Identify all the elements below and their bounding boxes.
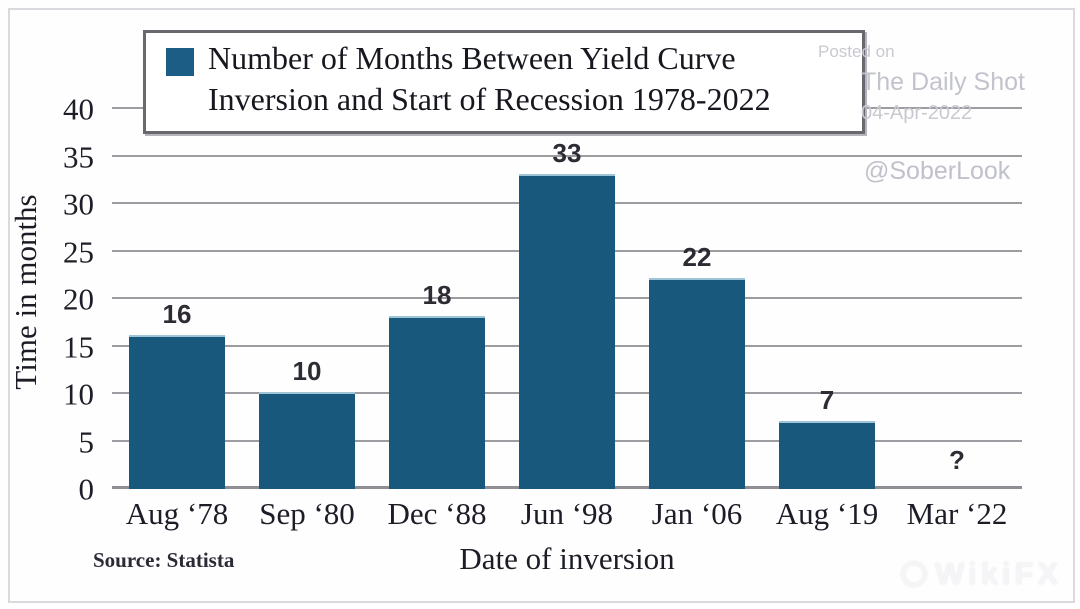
x-tick-2: Sep ‘80	[259, 496, 355, 531]
y-tick-15: 15	[63, 329, 94, 364]
wikifx-logo-text: WikiFX	[935, 556, 1063, 591]
y-tick-30: 30	[63, 186, 94, 222]
y-tick-35: 35	[63, 139, 94, 174]
bar-1	[129, 335, 225, 489]
y-tick-25: 25	[63, 234, 94, 269]
y-tick-0: 0	[78, 471, 95, 507]
legend-label-line2: Inversion and Start of Recession 1978-20…	[208, 81, 771, 117]
bar-value-label-7: ?	[949, 445, 965, 475]
legend-box: Number of Months Between Yield Curve Inv…	[143, 30, 865, 134]
watermark-date: 04-Apr-2022	[861, 102, 973, 124]
bar-series: 16 10 18 33 22 7?	[112, 109, 1022, 489]
bar-value-label-4: 33	[552, 137, 582, 168]
bar-6	[779, 420, 875, 489]
y-tick-40: 40	[63, 91, 94, 127]
bar-slot-7: ?	[892, 109, 1022, 489]
wikifx-watermark: WikiFX	[901, 556, 1062, 592]
bar-slot-4: 33	[502, 109, 632, 489]
bar-slot-3: 18	[372, 109, 502, 489]
bar-4	[519, 173, 615, 489]
bar-slot-5: 22	[632, 109, 762, 489]
bar-slot-2: 10	[242, 109, 372, 489]
y-tick-20: 20	[63, 281, 94, 317]
x-tick-5: Jan ‘06	[651, 496, 743, 531]
gridline-35	[112, 154, 1022, 157]
bar-value-label-3: 18	[422, 280, 452, 310]
bar-value-label-2: 10	[292, 356, 322, 386]
legend-label-line1: Number of Months Between Yield Curve	[208, 40, 736, 76]
watermark-soberlook: @SoberLook	[864, 157, 1011, 185]
bar-value-label-6: 7	[819, 384, 835, 415]
bar-2	[259, 392, 355, 489]
bar-3	[389, 316, 485, 489]
x-tick-6: Aug ‘19	[775, 496, 879, 531]
x-axis-title: Date of inversion	[459, 541, 675, 576]
bar-5	[649, 278, 745, 489]
y-axis-tick-labels: 0 5 10 15 20 25 30 35 40	[28, 94, 100, 505]
y-tick-10: 10	[63, 376, 94, 412]
x-tick-4: Jun ‘98	[520, 496, 614, 531]
x-tick-7: Mar ‘22	[906, 496, 1008, 531]
x-tick-1: Aug ‘78	[125, 496, 229, 531]
legend-label: Number of Months Between Yield Curve Inv…	[208, 33, 771, 120]
wikifx-logo-icon	[901, 561, 927, 587]
bar-slot-6: 7	[762, 109, 892, 489]
bar-slot-1: 16	[112, 109, 242, 489]
plot-area: 16 10 18 33 22 7?	[112, 107, 1022, 489]
x-axis-tick-labels: Aug ‘78 Sep ‘80 Dec ‘88 Jun ‘98 Jan ‘06 Aug ‘…	[112, 496, 1022, 532]
watermark-posted-on: Posted on	[818, 42, 895, 61]
x-tick-3: Dec ‘88	[387, 496, 487, 531]
bar-value-label-5: 22	[682, 242, 712, 272]
source-note: Source: Statista	[93, 548, 235, 572]
watermark-daily-shot: The Daily Shot	[861, 68, 1025, 96]
legend-color-swatch	[166, 48, 194, 76]
bar-value-label-1: 16	[162, 299, 192, 329]
y-tick-5: 5	[78, 424, 95, 459]
